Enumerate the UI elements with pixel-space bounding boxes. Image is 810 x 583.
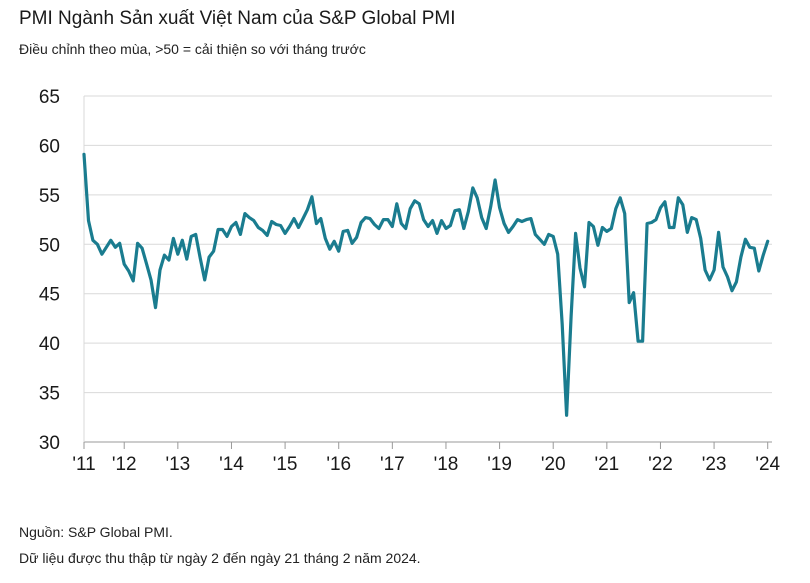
y-tick-label: 40 [39, 334, 60, 355]
y-tick-label: 55 [39, 186, 60, 207]
pmi-line-chart: 65 60 55 50 45 40 35 30 '11 '12 '13 '14 '15 '16 '17 '18… [39, 87, 781, 475]
x-tick-label: '18 [434, 454, 459, 475]
x-tick-label: '23 [702, 454, 727, 475]
line-layer [82, 152, 770, 417]
x-tick-label: '11 [72, 454, 95, 475]
x-tick-label: '15 [273, 454, 298, 475]
x-tick-label: '24 [755, 454, 780, 475]
y-tick-label: 35 [39, 384, 60, 405]
x-tick-label: '12 [112, 454, 137, 475]
chart-title: PMI Ngành Sản xuất Việt Nam của S&P Glob… [19, 8, 456, 29]
x-tick-label: '19 [487, 454, 512, 475]
x-tick-label: '13 [165, 454, 190, 475]
y-tick-label: 30 [39, 433, 60, 454]
x-tick-label: '21 [594, 454, 619, 475]
pmi-series-line [82, 152, 770, 417]
x-tick-label: '17 [380, 454, 405, 475]
x-tick-label: '14 [219, 454, 244, 475]
grid-layer [84, 95, 772, 394]
x-tick-label: '22 [648, 454, 673, 475]
y-tick-label: 50 [39, 235, 60, 256]
y-tick-label: 65 [39, 87, 60, 108]
x-tick-label: '20 [541, 454, 566, 475]
x-tick-label: '16 [326, 454, 351, 475]
y-tick-label: 60 [39, 136, 60, 157]
chart-subtitle: Điều chỉnh theo mùa, >50 = cải thiện so … [19, 41, 366, 57]
data-collection-note: Dữ liệu được thu thập từ ngày 2 đến ngày… [19, 550, 421, 566]
y-tick-label: 45 [39, 285, 60, 306]
axis-layer: 65 60 55 50 45 40 35 30 '11 '12 '13 '14 '15 '16 '17 '18… [39, 87, 781, 475]
source-note: Nguồn: S&P Global PMI. [19, 524, 173, 540]
